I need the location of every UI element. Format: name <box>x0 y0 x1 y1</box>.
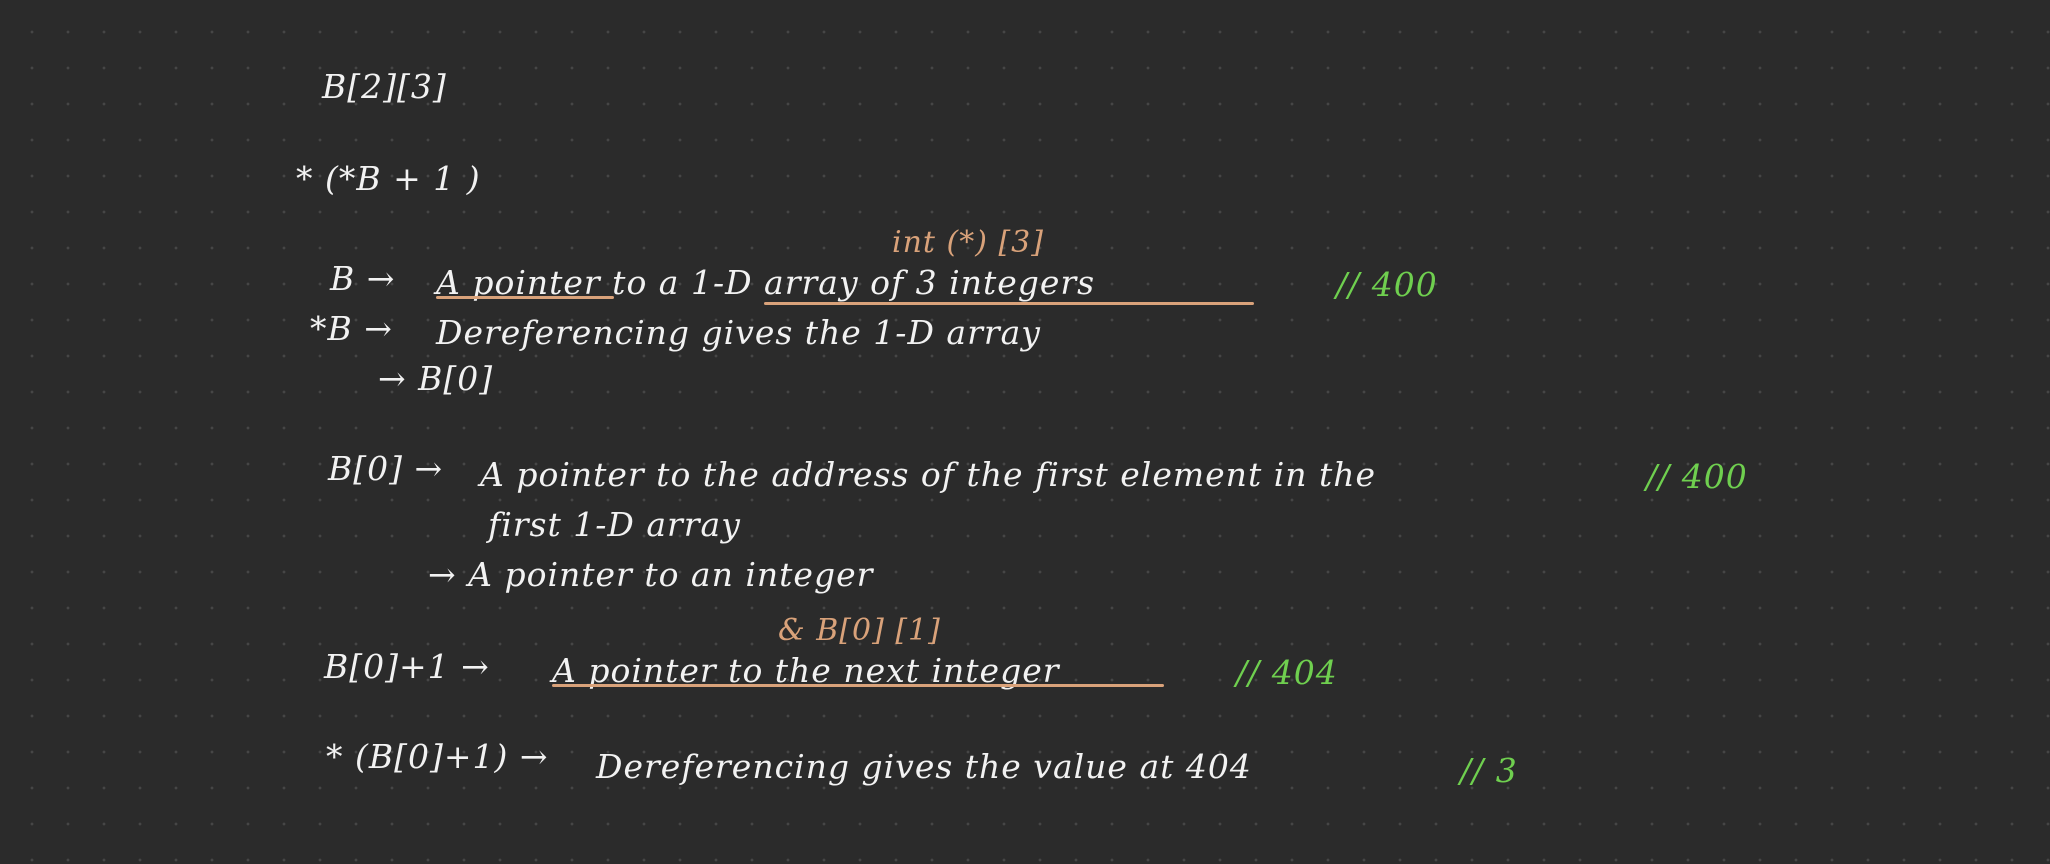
b0-definition: A pointer to the address of the first el… <box>480 455 1377 494</box>
b-label: B → <box>330 259 396 298</box>
comment-3: // 3 <box>1460 751 1518 790</box>
b0-label: B[0] → <box>328 449 444 488</box>
underline-a-pointer <box>436 296 614 299</box>
b-definition: A pointer to a 1-D array of 3 integers <box>436 263 1096 302</box>
b0-plus1-label: B[0]+1 → <box>324 647 490 686</box>
expression-deref: * (*B + 1 ) <box>296 159 481 198</box>
comment-400-b0: // 400 <box>1646 457 1748 496</box>
b0-plus1-definition: A pointer to the next integer <box>552 651 1060 690</box>
deref-b0-plus1-text: Dereferencing gives the value at 404 <box>596 747 1252 786</box>
deref-b-label: *B → <box>310 309 393 348</box>
type-annotation: int (*) [3] <box>892 225 1044 260</box>
underline-next-integer <box>552 684 1164 687</box>
comment-404: // 404 <box>1236 653 1338 692</box>
comment-400-b: // 400 <box>1336 265 1438 304</box>
b0-pointer-to-integer: → A pointer to an integer <box>428 555 874 594</box>
array-declaration: B[2][3] <box>322 67 447 106</box>
address-annotation: & B[0] [1] <box>778 613 941 648</box>
b0-definition-continued: first 1-D array <box>488 505 741 544</box>
deref-b0-plus1-label: * (B[0]+1) → <box>326 737 549 776</box>
underline-array-of-3-integers <box>764 302 1254 305</box>
deref-b-result: → B[0] <box>378 359 494 398</box>
deref-b-text: Dereferencing gives the 1-D array <box>436 313 1041 352</box>
